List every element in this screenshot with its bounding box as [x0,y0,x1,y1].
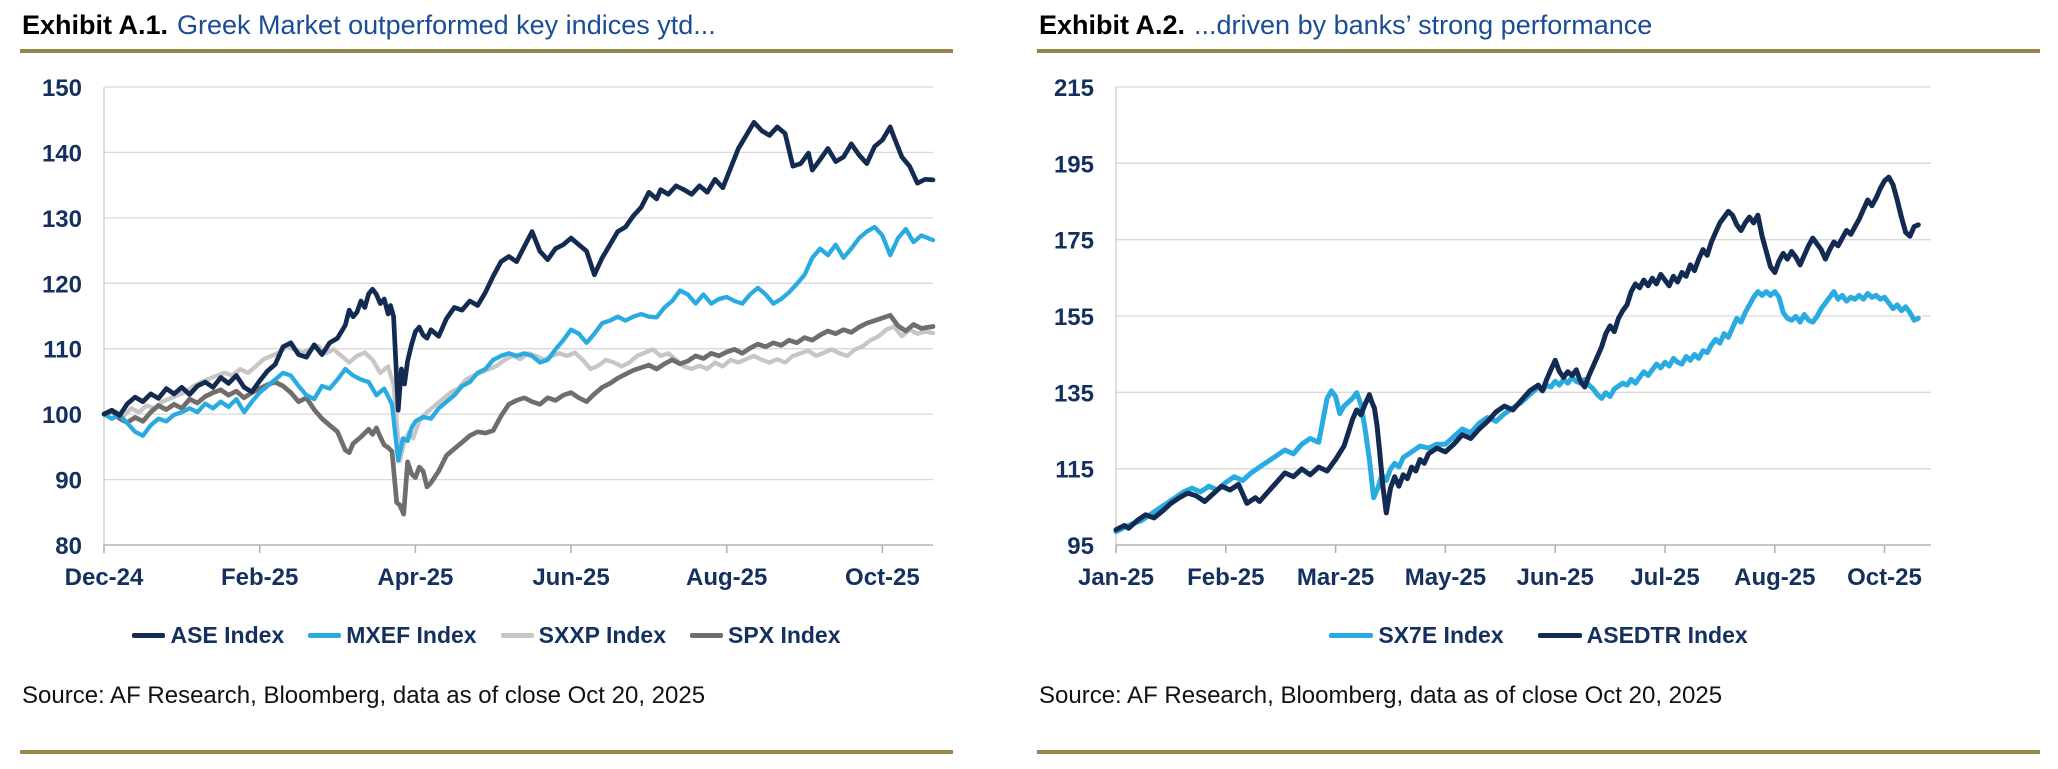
x-tick-label: Jun-25 [1517,564,1594,591]
legend-label-ase-index: ASE Index [170,622,285,648]
y-tick-label: 150 [42,75,82,102]
legend-item-sxxp-index: SXXP Index [500,622,667,649]
legend-swatch-sxxp-index [500,633,534,638]
series-line-ase-index [101,119,936,418]
legend-swatch-asedtr-index [1537,633,1582,638]
source-note-a2: Source: AF Research, Bloomberg, data as … [1039,682,1723,709]
chart-legend-a2: SX7E Index ASEDTR Index [1037,622,2040,649]
x-tick-label: Oct-25 [1847,564,1922,591]
chart-canvas: Dec-24 Feb-25 Apr-25 Jun-25 Aug-25 Oct-25 80 90… [42,75,936,591]
legend-item-spx-index: SPX Index [690,622,841,649]
exhibit-a1-title: Exhibit A.1. Greek Market outperformed ke… [22,6,716,44]
y-tick-label: 215 [1054,75,1094,102]
y-tick-label: 155 [1054,304,1094,331]
series-line-mxef-index [101,224,936,463]
legend-label-spx-index: SPX Index [728,622,841,648]
x-tick-label: Feb-25 [221,564,298,591]
y-tick-label: 110 [43,337,82,364]
y-tick-label: 195 [1054,151,1094,178]
y-tick-label: 130 [42,206,82,233]
x-tick-label: Dec-24 [65,564,144,591]
x-tick-label: Aug-25 [686,564,767,591]
legend-label-sx7e-index: SX7E Index [1378,622,1504,648]
x-tick-label: Jun-25 [532,564,609,591]
y-tick-label: 100 [42,402,82,429]
y-tick-label: 120 [42,271,82,298]
legend-label-sxxp-index: SXXP Index [538,622,667,648]
legend-item-ase-index: ASE Index [132,622,284,649]
exhibit-a1-label: Exhibit A.1. [22,10,169,40]
x-tick-label: Apr-25 [377,564,453,591]
legend-label-mxef-index: MXEF Index [346,622,477,648]
y-tick-label: 135 [1054,380,1094,407]
x-tick-label: Mar-25 [1297,564,1374,591]
y-tick-label: 95 [1067,533,1094,560]
series-line-sx7e-index [1113,289,1921,535]
panel-bottom-rule [20,750,953,754]
y-tick-label: 80 [55,533,82,560]
legend-item-asedtr-index: ASEDTR Index [1537,622,1748,649]
chart-canvas: Jan-25 Feb-25 Mar-25 May-25 Jun-25 Jul-25 Aug-… [1054,75,1931,591]
legend-swatch-spx-index [690,633,724,638]
y-tick-label: 115 [1055,457,1094,484]
legend-item-sx7e-index: SX7E Index [1329,622,1504,649]
line-chart-a1: Dec-24 Feb-25 Apr-25 Jun-25 Aug-25 Oct-25 80 90… [20,55,953,605]
legend-swatch-mxef-index [308,633,342,638]
series-line-asedtr-index [1113,174,1921,533]
title-underline-rule [1037,49,2040,53]
x-tick-label: May-25 [1405,564,1486,591]
chart-legend-a1: ASE Index MXEF Index SXXP Index SPX Index [20,622,953,649]
legend-item-mxef-index: MXEF Index [308,622,477,649]
exhibit-a2-title: Exhibit A.2. ...driven by banks’ strong p… [1039,6,1652,44]
y-tick-label: 90 [55,468,82,495]
exhibit-a1-panel: Exhibit A.1. Greek Market outperformed ke… [20,0,953,769]
exhibit-a1-subtitle: Greek Market outperformed key indices yt… [177,10,716,40]
title-underline-rule [20,49,953,53]
legend-swatch-ase-index [132,633,166,638]
panel-bottom-rule [1037,750,2040,754]
exhibit-a2-subtitle: ...driven by banks’ strong performance [1194,10,1653,40]
source-note-a1: Source: AF Research, Bloomberg, data as … [22,682,706,709]
legend-swatch-sx7e-index [1329,633,1374,638]
y-tick-label: 175 [1054,228,1094,255]
x-tick-label: Feb-25 [1187,564,1264,591]
x-tick-label: Oct-25 [845,564,920,591]
exhibit-a2-panel: Exhibit A.2. ...driven by banks’ strong p… [1037,0,2040,769]
exhibit-a2-label: Exhibit A.2. [1039,10,1186,40]
line-chart-a2: Jan-25 Feb-25 Mar-25 May-25 Jun-25 Jul-25 Aug-… [1037,55,2040,605]
x-tick-label: Jan-25 [1078,564,1154,591]
x-tick-label: Aug-25 [1734,564,1815,591]
x-tick-label: Jul-25 [1630,564,1699,591]
y-tick-label: 140 [42,140,82,167]
legend-label-asedtr-index: ASEDTR Index [1586,622,1748,648]
